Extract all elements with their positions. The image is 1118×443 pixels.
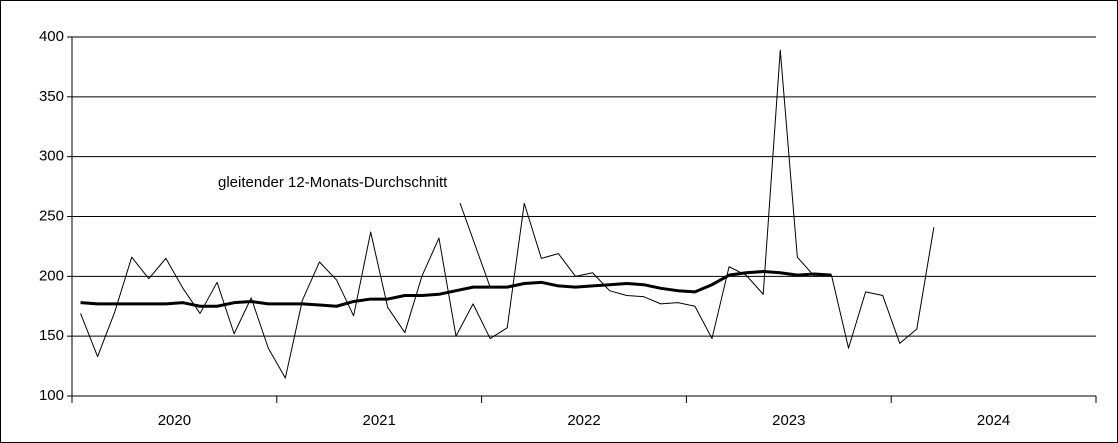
annotation-leader [459,202,491,288]
y-tick-label: 150 [39,327,64,344]
x-group-label: 2024 [977,412,1010,429]
y-tick-label: 250 [39,207,64,224]
x-group-label: 2020 [158,412,191,429]
y-tick-label: 400 [39,28,64,45]
y-tick-label: 350 [39,88,64,105]
x-group-label: 2023 [772,412,805,429]
y-tick-label: 300 [39,148,64,165]
y-tick-label: 100 [39,387,64,404]
series-annotation: gleitender 12-Monats-Durchschnitt [218,174,448,191]
x-group-label: 2021 [363,412,396,429]
y-tick-label: 200 [39,267,64,284]
series-line [80,270,832,308]
series-line [80,49,935,379]
x-group-label: 2022 [567,412,600,429]
